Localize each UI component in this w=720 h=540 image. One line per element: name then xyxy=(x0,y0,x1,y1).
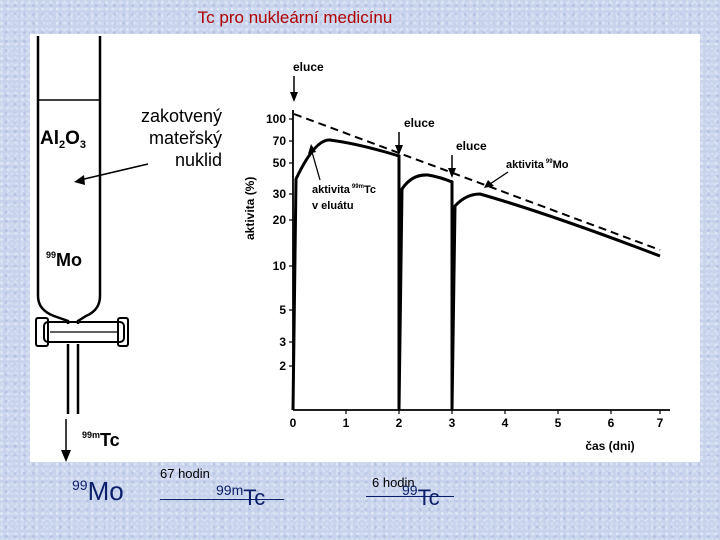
y-tick-20: 20 xyxy=(273,213,287,227)
parent-nuclide-line1: zakotvený xyxy=(141,106,222,126)
parent-nuclide-line3: nuklid xyxy=(175,150,222,170)
x-tick-labels: 0 1 2 3 4 5 6 7 xyxy=(290,416,664,430)
elution-arrow-1-head xyxy=(290,92,298,102)
x-tick-4: 4 xyxy=(502,416,509,430)
parent-nuclide-pointer-head xyxy=(74,175,85,185)
x-tick-0: 0 xyxy=(290,416,297,430)
tc-activity-label-line2: v eluátu xyxy=(312,200,354,212)
column-right-wall xyxy=(76,36,102,324)
x-tick-5: 5 xyxy=(555,416,562,430)
y-tick-50: 50 xyxy=(273,156,287,170)
mo-activity-pointer xyxy=(489,171,509,185)
al2o3-label: Al2O3 xyxy=(40,128,86,151)
half-life-tc99m: 6 hodin xyxy=(372,475,415,490)
tc-activity-pointer xyxy=(311,151,321,181)
x-tick-marks xyxy=(345,410,661,414)
y-tick-5: 5 xyxy=(279,303,286,317)
generator-figure: Al2O3 zakotvený mateřský nuklid 99Mo 99m… xyxy=(35,36,670,462)
y-tick-3: 3 xyxy=(279,335,286,349)
decay-chain-tc99m: 99mTc xyxy=(216,482,266,510)
y-tick-2: 2 xyxy=(279,359,286,373)
tc-activity-pointer-head xyxy=(308,144,316,154)
activity-graph: 100 70 50 30 20 10 5 3 2 0 1 2 xyxy=(243,60,670,453)
column-left-wall xyxy=(36,36,70,324)
y-tick-marks xyxy=(289,118,293,367)
decay-arrow-2 xyxy=(366,496,454,497)
decay-chain-mo99: 99Mo xyxy=(72,476,124,506)
stopcock-left-cap xyxy=(35,317,49,347)
tc99m-curve-1 xyxy=(291,138,401,411)
decay-arrow-1 xyxy=(160,499,284,500)
y-tick-10: 10 xyxy=(273,259,287,273)
x-tick-7: 7 xyxy=(657,416,664,430)
figure-panel: Al2O3 zakotvený mateřský nuklid 99Mo 99m… xyxy=(30,34,700,462)
x-tick-3: 3 xyxy=(449,416,456,430)
generator-column xyxy=(35,36,129,414)
mo99-decay-line xyxy=(293,113,661,251)
x-tick-1: 1 xyxy=(343,416,350,430)
x-tick-6: 6 xyxy=(608,416,615,430)
mo99-column-label: 99Mo xyxy=(46,250,82,270)
tc99m-output-label: 99mTc xyxy=(82,430,120,450)
tc-activity-label-line1: aktivita 99mTc xyxy=(312,184,376,196)
tc99m-curve-2 xyxy=(397,173,454,411)
y-tick-100: 100 xyxy=(266,112,286,126)
parent-nuclide-line2: mateřský xyxy=(149,128,222,148)
output-arrow-head xyxy=(61,450,71,462)
slide-title: Tc pro nukleární medicínu xyxy=(197,8,393,27)
x-axis-label: čas (dni) xyxy=(585,439,634,453)
half-life-mo99: 67 hodin xyxy=(160,466,210,481)
elution-arrow-2-head xyxy=(395,145,403,155)
y-tick-70: 70 xyxy=(273,134,287,148)
stopcock xyxy=(43,321,125,343)
parent-nuclide-pointer xyxy=(79,163,149,181)
y-axis-label: aktivita (%) xyxy=(243,177,257,240)
tc99m-curve-3 xyxy=(450,192,661,411)
mo-activity-pointer-head xyxy=(484,180,494,188)
elution-label-1: eluce xyxy=(293,60,324,74)
decay-chain-tc99: 99Tc xyxy=(402,482,440,510)
elution-label-3: eluce xyxy=(456,139,487,153)
y-tick-30: 30 xyxy=(273,187,287,201)
x-tick-2: 2 xyxy=(396,416,403,430)
y-tick-labels: 100 70 50 30 20 10 5 3 2 xyxy=(266,112,286,373)
elution-arrow-3-head xyxy=(448,168,456,178)
elution-label-2: eluce xyxy=(404,116,435,130)
mo-activity-label: aktivita 99Mo xyxy=(506,159,569,171)
